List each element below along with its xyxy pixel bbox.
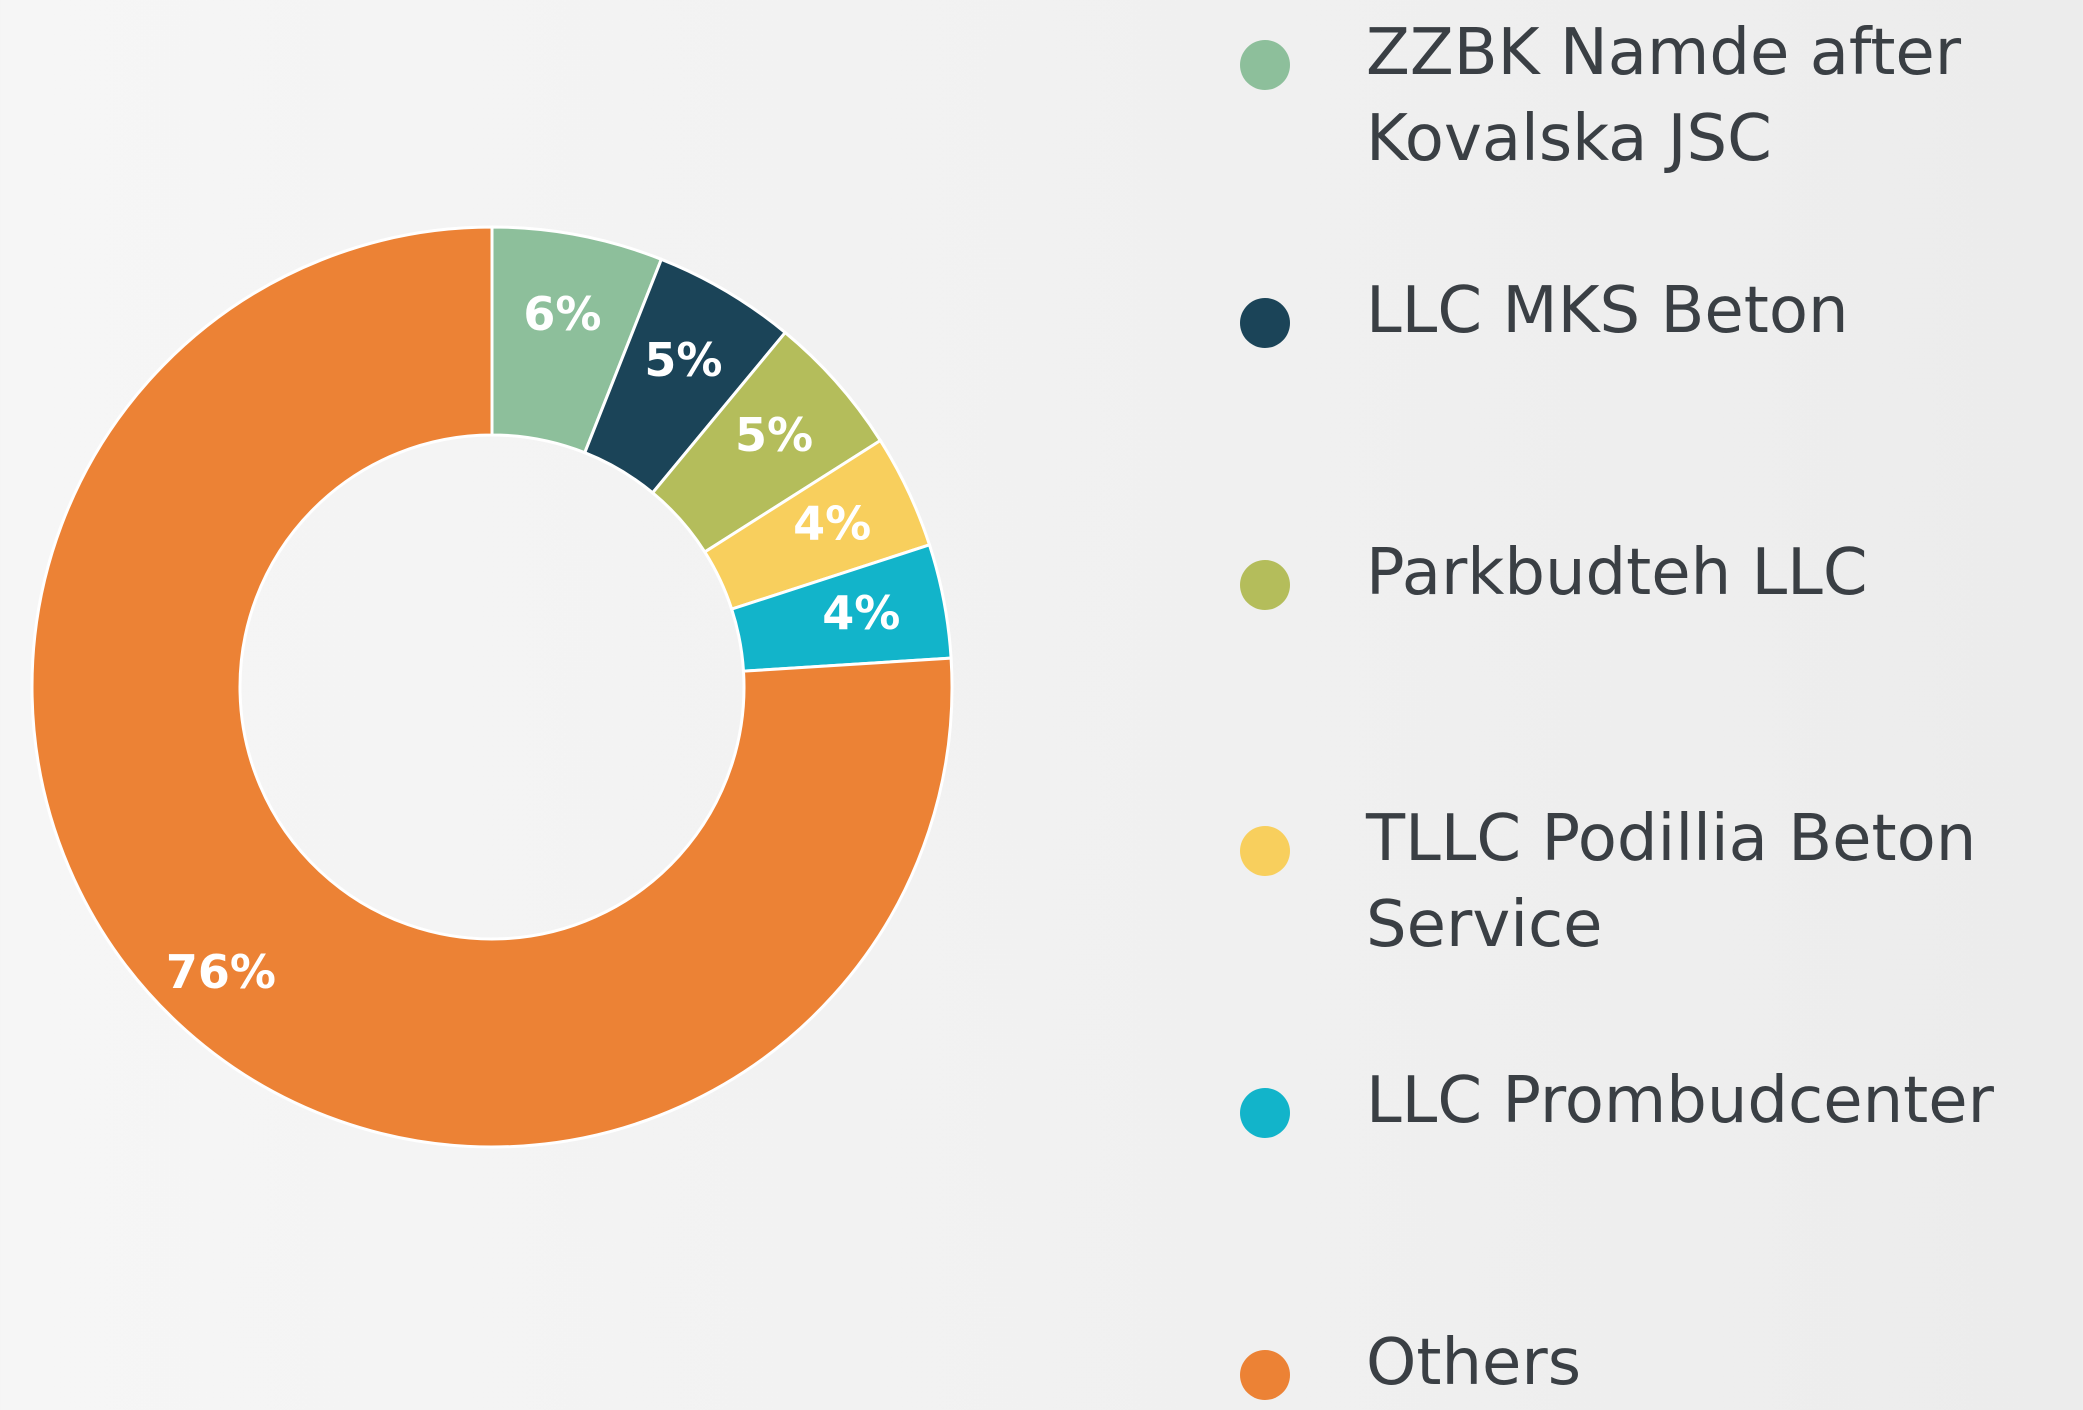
legend-marker [1240, 1350, 1290, 1400]
legend-marker [1240, 826, 1290, 876]
legend-label: Parkbudteh LLC [1366, 536, 1868, 610]
legend-marker [1240, 40, 1290, 90]
donut-slice [30, 225, 954, 1149]
legend-item: Parkbudteh LLC [1240, 530, 2070, 620]
data-label: 6% [523, 287, 601, 341]
legend-item: TLLC Podillia Beton Service [1240, 796, 2070, 962]
legend-label: ZZBK Namde after Kovalska JSC [1366, 16, 1962, 176]
data-label: 4% [793, 496, 871, 550]
legend-item: LLC Prombudcenter [1240, 1058, 2070, 1148]
legend-item: Others [1240, 1320, 2070, 1410]
data-label: 76% [166, 945, 276, 999]
legend-marker [1240, 560, 1290, 610]
legend-label: Others [1366, 1326, 1582, 1400]
data-label: 5% [735, 408, 813, 462]
legend-item: ZZBK Namde after Kovalska JSC [1240, 10, 2070, 176]
legend-marker [1240, 1088, 1290, 1138]
legend-label: LLC Prombudcenter [1366, 1064, 1994, 1138]
legend-label: TLLC Podillia Beton Service [1366, 802, 1977, 962]
data-label: 4% [822, 586, 900, 640]
legend-marker [1240, 298, 1290, 348]
legend-label: LLC MKS Beton [1366, 274, 1849, 348]
legend-item: LLC MKS Beton [1240, 268, 2070, 358]
data-label: 5% [644, 333, 722, 387]
